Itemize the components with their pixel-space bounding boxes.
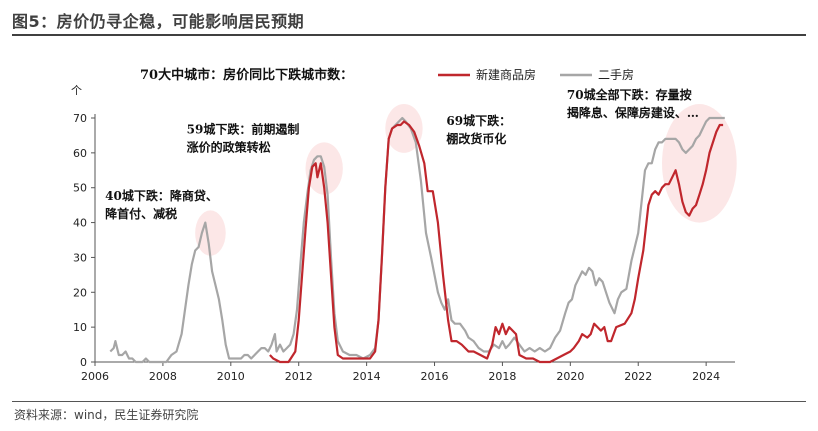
annotation-40-line: 降首付、减税 <box>105 206 177 221</box>
y-tick-label: 70 <box>73 112 87 125</box>
series-new-homes-line <box>269 120 724 364</box>
title-rule <box>12 34 806 36</box>
y-tick-label: 20 <box>73 286 87 299</box>
y-tick-label: 40 <box>73 217 87 230</box>
annotation-70: 70城全部下跌：存量按揭降息、保障房建设、… <box>567 87 699 120</box>
annotation-70-line: 70城全部下跌：存量按 <box>567 87 692 102</box>
y-tick-label: 30 <box>73 251 87 264</box>
x-tick-label: 2022 <box>624 370 652 383</box>
legend-label-new-homes: 新建商品房 <box>476 67 536 82</box>
x-tick-label: 2006 <box>81 370 109 383</box>
annotation-40: 40城下跌：降商贷、降首付、减税 <box>105 188 218 221</box>
highlight-2023 <box>662 104 737 223</box>
annotation-69-line: 棚改货币化 <box>446 131 506 146</box>
highlight-2009 <box>195 210 226 256</box>
x-tick-label: 2012 <box>285 370 313 383</box>
source-note: 资料来源：wind，民生证券研究院 <box>14 408 199 422</box>
annotation-59: 59城下跌：前期遏制涨价的政策转松 <box>187 122 300 155</box>
y-tick-label: 10 <box>73 321 87 334</box>
x-tick-label: 2020 <box>556 370 584 383</box>
source-rule <box>12 401 806 402</box>
axes: 0 10 20 30 40 50 60 70 2006 2008 2010 2012 2014 2016 2… <box>73 112 735 383</box>
annotation-69: 69城下跌： 棚改货币化 <box>446 113 511 146</box>
annotation-40-line: 40城下跌：降商贷、 <box>105 188 218 203</box>
annotation-70-line: 揭降息、保障房建设、… <box>567 105 699 120</box>
legend-label-second-hand: 二手房 <box>598 67 634 82</box>
x-tick-label: 2010 <box>217 370 245 383</box>
annotation-59-line: 59城下跌：前期遏制 <box>187 122 300 137</box>
x-tick-label: 2024 <box>692 370 720 383</box>
y-tick-label: 60 <box>73 147 87 160</box>
annotation-59-line: 涨价的政策转松 <box>187 140 271 155</box>
legend: 新建商品房 二手房 <box>438 67 634 82</box>
x-tick-label: 2008 <box>149 370 177 383</box>
y-tick-label: 50 <box>73 182 87 195</box>
annotation-layer: 40城下跌：降商贷、降首付、减税 59城下跌：前期遏制涨价的政策转松 69城下跌： 棚… <box>105 87 699 221</box>
figure-title: 图5：房价仍寻企稳，可能影响居民预期 <box>12 12 305 31</box>
x-tick-label: 2014 <box>353 370 381 383</box>
y-axis-unit: 个 <box>71 84 82 97</box>
x-tick-label: 2018 <box>488 370 516 383</box>
y-tick-label: 0 <box>80 356 87 369</box>
highlight-2015 <box>385 104 423 153</box>
x-tick-label: 2016 <box>421 370 449 383</box>
chart-title: 70大中城市：房价同比下跌城市数： <box>140 67 353 83</box>
annotation-69-line: 69城下跌： <box>446 113 511 128</box>
series-layer <box>109 116 725 364</box>
